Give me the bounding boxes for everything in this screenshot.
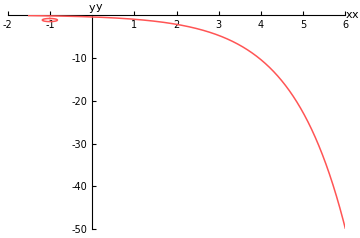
Text: x: x	[352, 10, 358, 20]
Text: x: x	[345, 10, 352, 20]
Text: y: y	[95, 2, 102, 12]
Text: y: y	[89, 3, 95, 13]
